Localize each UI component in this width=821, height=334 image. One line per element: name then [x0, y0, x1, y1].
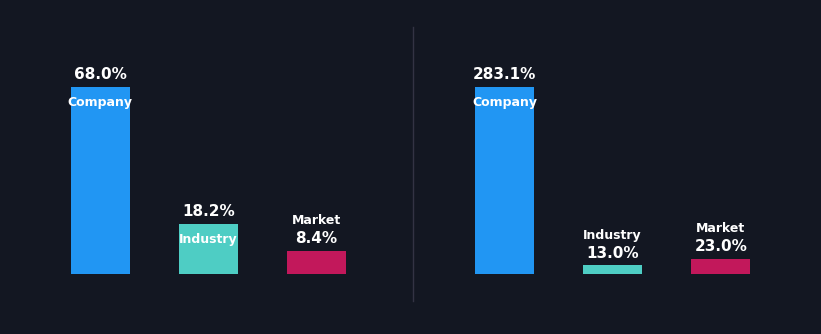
Bar	[287, 251, 346, 274]
Text: Industry: Industry	[583, 229, 642, 242]
Text: Market: Market	[696, 222, 745, 235]
Text: Market: Market	[291, 214, 341, 227]
Text: 13.0%: 13.0%	[586, 245, 639, 261]
Text: 68.0%: 68.0%	[74, 67, 126, 82]
Text: 18.2%: 18.2%	[182, 204, 235, 219]
Bar	[583, 265, 642, 274]
Text: 283.1%: 283.1%	[473, 67, 536, 82]
Bar	[179, 224, 238, 274]
Text: 23.0%: 23.0%	[695, 239, 747, 254]
Bar	[71, 87, 130, 274]
Text: 8.4%: 8.4%	[296, 231, 337, 246]
Text: Industry: Industry	[179, 233, 238, 246]
Text: Company: Company	[68, 96, 133, 109]
Bar	[475, 87, 534, 274]
Bar	[691, 259, 750, 274]
Text: Company: Company	[472, 96, 537, 109]
